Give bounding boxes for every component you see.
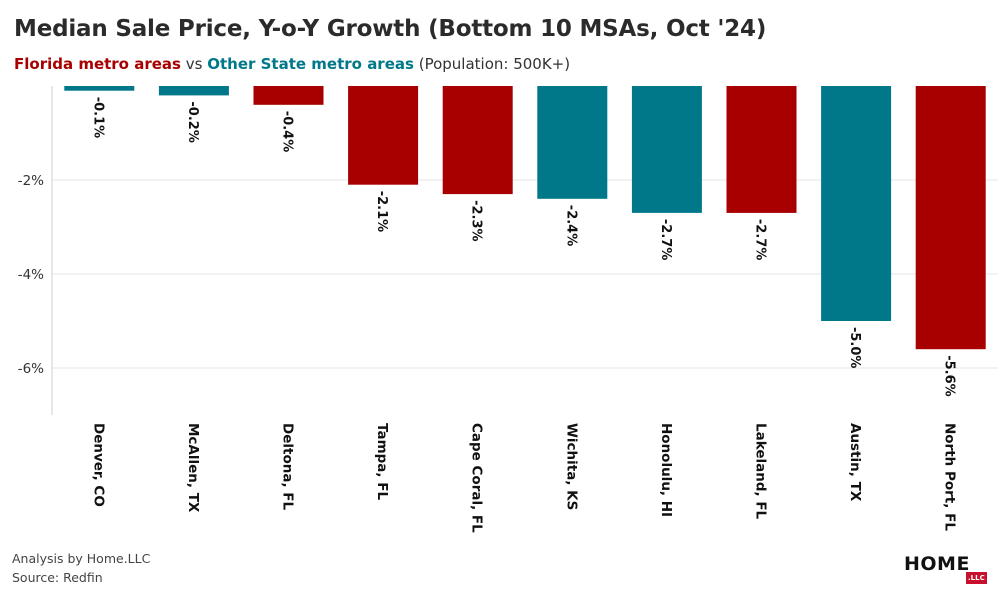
category-label: Lakeland, FL (753, 423, 769, 520)
y-tick-label: -2% (18, 173, 44, 189)
data-label: -2.1% (374, 191, 389, 232)
legend-population: (Population: 500K+) (418, 55, 571, 73)
y-tick-label: -4% (18, 267, 44, 283)
category-label: Tampa, FL (374, 423, 390, 500)
chart-title: Median Sale Price, Y-o-Y Growth (Bottom … (14, 16, 767, 42)
category-label: Cape Coral, FL (469, 423, 485, 533)
legend-florida: Florida metro areas (14, 55, 181, 73)
y-tick-label: -6% (18, 361, 44, 377)
bar (348, 86, 419, 185)
data-label: -2.7% (658, 219, 673, 260)
category-label: Deltona, FL (280, 423, 296, 510)
data-label: -2.3% (469, 200, 484, 241)
logo-text: HOME (904, 553, 970, 575)
bar (915, 86, 986, 350)
bar (158, 86, 229, 96)
data-label: -0.1% (90, 97, 105, 138)
bar (537, 86, 608, 199)
data-label: -0.2% (185, 101, 200, 142)
bar (821, 86, 892, 321)
category-label: Denver, CO (90, 423, 106, 507)
bar (442, 86, 513, 195)
legend-vs: vs (185, 55, 203, 73)
data-label: -5.6% (942, 355, 957, 396)
bar (253, 86, 324, 105)
home-llc-logo: HOME .LLC (904, 553, 987, 585)
bar (726, 86, 797, 213)
data-label: -2.7% (753, 219, 768, 260)
category-label: Wichita, KS (563, 423, 579, 510)
data-label: -2.4% (563, 205, 578, 246)
analysis-credit: Analysis by Home.LLC (12, 551, 151, 566)
data-label: -0.4% (280, 111, 295, 152)
logo-badge: .LLC (966, 572, 987, 584)
bar (64, 86, 135, 91)
source-credit: Source: Redfin (12, 570, 103, 585)
category-label: Honolulu, HI (658, 423, 674, 517)
category-label: Austin, TX (847, 423, 863, 502)
category-label: North Port, FL (942, 423, 958, 531)
legend-other: Other State metro areas (207, 55, 414, 73)
chart-subtitle: Florida metro areas vs Other State metro… (14, 55, 570, 73)
category-label: McAllen, TX (185, 423, 201, 513)
bar (631, 86, 702, 213)
data-label: -5.0% (847, 327, 862, 368)
